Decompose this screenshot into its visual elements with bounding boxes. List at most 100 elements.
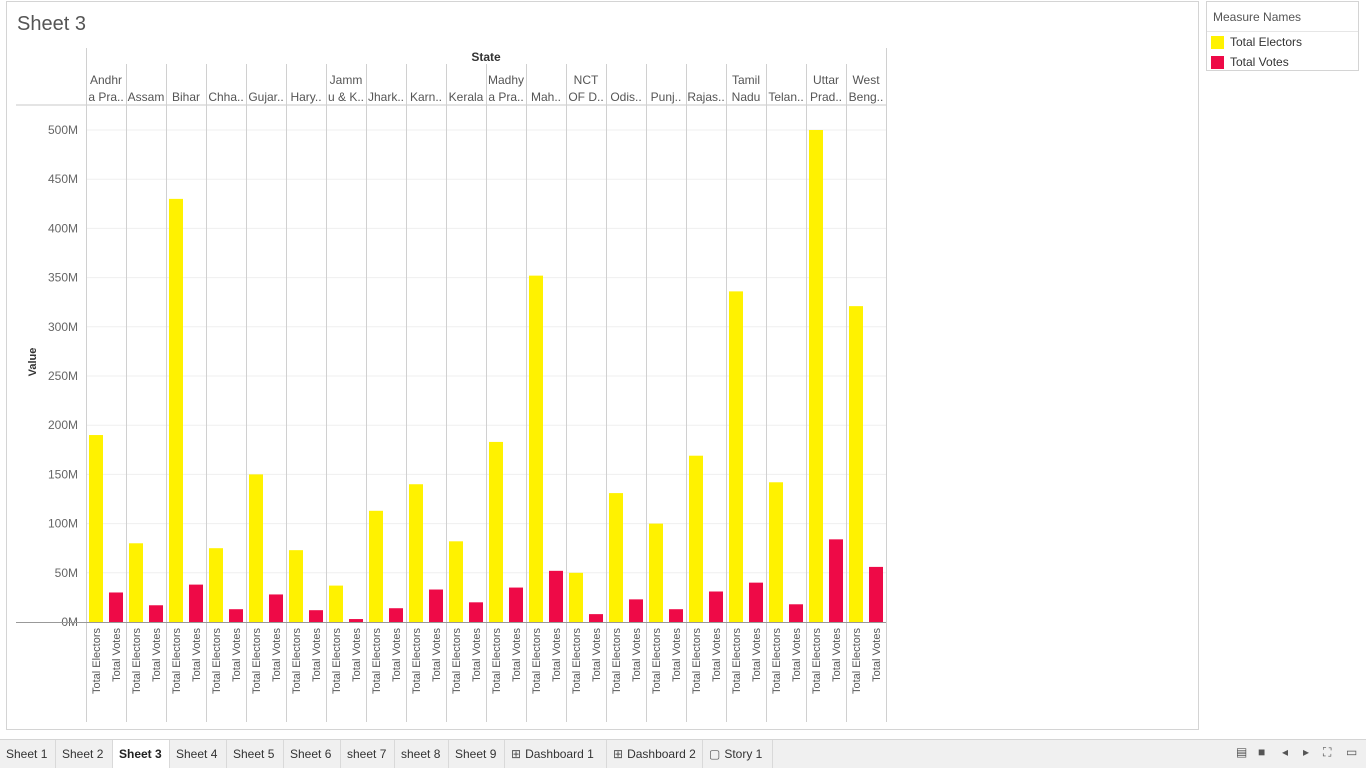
bar-total-votes <box>869 566 883 622</box>
x-bar-label: Total Electors <box>651 628 663 695</box>
legend-label-total-electors: Total Electors <box>1230 35 1303 49</box>
x-bar-label: Total Electors <box>691 628 703 695</box>
tab-sheet-9[interactable]: Sheet 9 <box>449 740 505 768</box>
bar-total-electors <box>729 291 743 622</box>
sheet-frame <box>6 1 1199 730</box>
tab-label: Story 1 <box>724 747 763 761</box>
y-tick-label: 450M <box>48 172 78 186</box>
presentation-mode-icon[interactable]: ▭ <box>1346 745 1358 759</box>
bar-total-electors <box>529 275 543 622</box>
tab-sheet-8[interactable]: sheet 8 <box>395 740 449 768</box>
x-bar-label: Total Votes <box>671 628 683 682</box>
tab-label: Dashboard 1 <box>525 747 594 761</box>
legend-swatch-total-votes <box>1211 55 1224 69</box>
bar-total-electors <box>289 550 303 622</box>
bar-total-electors <box>209 548 223 622</box>
bar-total-electors <box>89 435 103 622</box>
x-bar-label: Total Electors <box>611 628 623 695</box>
sheet-title: Sheet 3 <box>17 13 86 35</box>
bar-total-electors <box>249 474 263 622</box>
state-header-label: Bihar <box>172 90 200 104</box>
state-header-label: Karn.. <box>410 90 442 104</box>
show-filmstrip-icon[interactable]: ■ <box>1258 745 1266 759</box>
state-header-label: Tamil <box>732 73 760 87</box>
legend-label-total-votes: Total Votes <box>1230 55 1289 69</box>
tab-sheet-4[interactable]: Sheet 4 <box>170 740 227 768</box>
bar-total-votes <box>109 592 123 622</box>
bar-total-votes <box>669 609 683 622</box>
bar-total-votes <box>189 584 203 622</box>
bar-total-votes <box>349 619 363 622</box>
bar-total-votes <box>549 570 563 622</box>
x-bar-label: Total Votes <box>151 628 163 682</box>
tab-label: Dashboard 2 <box>627 747 696 761</box>
tab-label: Sheet 3 <box>119 747 162 761</box>
x-bar-label: Total Votes <box>351 628 363 682</box>
state-header-label: Punj.. <box>651 90 682 104</box>
x-bar-label: Total Electors <box>491 628 503 695</box>
tab-dashboard-2[interactable]: ⊞ Dashboard 2 <box>607 740 703 768</box>
tab-label: Sheet 4 <box>176 747 218 761</box>
tab-sheet-6[interactable]: Sheet 6 <box>284 740 341 768</box>
state-header-label: Kerala <box>449 90 484 104</box>
legend-divider <box>1207 31 1358 32</box>
tab-sheet-1[interactable]: Sheet 1 <box>0 740 56 768</box>
bar-total-electors <box>169 198 183 622</box>
tab-story-1[interactable]: ▢ Story 1 <box>703 740 773 768</box>
state-header-label: OF D.. <box>568 90 603 104</box>
legend-item-total-votes[interactable]: Total Votes <box>1211 54 1289 70</box>
state-header-label: Odis.. <box>610 90 641 104</box>
x-bar-label: Total Electors <box>371 628 383 695</box>
x-bar-label: Total Electors <box>291 628 303 695</box>
legend: Measure Names Total Electors Total Votes <box>1206 1 1359 71</box>
tab-label: Sheet 9 <box>455 747 497 761</box>
state-header-label: u & K.. <box>328 90 364 104</box>
bar-chart: State0M50M100M150M200M250M300M350M400M45… <box>16 48 887 722</box>
show-sheet-sorter-icon[interactable]: ▤ <box>1236 745 1248 759</box>
bar-total-votes <box>589 614 603 622</box>
bar-total-electors <box>849 306 863 622</box>
state-header-label: Assam <box>128 90 165 104</box>
bar-total-votes <box>389 608 403 622</box>
bar-total-votes <box>309 610 323 622</box>
bar-total-electors <box>329 585 343 622</box>
previous-sheet-icon[interactable]: ◂ <box>1282 745 1289 759</box>
y-tick-label: 350M <box>48 271 78 285</box>
tab-sheet-7[interactable]: sheet 7 <box>341 740 395 768</box>
bar-total-electors <box>649 523 663 622</box>
tab-dashboard-1[interactable]: ⊞ Dashboard 1 <box>505 740 607 768</box>
tab-sheet-3[interactable]: Sheet 3 <box>113 740 170 768</box>
tab-sheet-5[interactable]: Sheet 5 <box>227 740 284 768</box>
x-bar-label: Total Electors <box>411 628 423 695</box>
state-header-label: Andhr <box>90 73 122 87</box>
bar-total-votes <box>469 602 483 622</box>
x-bar-label: Total Electors <box>171 628 183 695</box>
bar-total-electors <box>689 455 703 622</box>
state-header-label: West <box>852 73 880 87</box>
bar-total-electors <box>369 510 383 622</box>
dashboard-icon: ⊞ <box>613 747 624 761</box>
state-header-label: Prad.. <box>810 90 842 104</box>
tab-label: Sheet 6 <box>290 747 332 761</box>
fit-to-window-icon[interactable]: ⛶ <box>1323 745 1332 759</box>
x-bar-label: Total Votes <box>831 628 843 682</box>
next-sheet-icon[interactable]: ▸ <box>1303 745 1310 759</box>
x-bar-label: Total Electors <box>131 628 143 695</box>
tab-label: sheet 8 <box>401 747 441 761</box>
x-bar-label: Total Votes <box>111 628 123 682</box>
bar-total-votes <box>509 587 523 622</box>
state-header-label: Jamm <box>330 73 363 87</box>
bar-total-votes <box>429 589 443 622</box>
dashboard-icon: ⊞ <box>511 747 522 761</box>
bar-total-electors <box>409 484 423 622</box>
legend-item-total-electors[interactable]: Total Electors <box>1211 34 1302 50</box>
x-bar-label: Total Votes <box>751 628 763 682</box>
x-bar-label: Total Electors <box>531 628 543 695</box>
tab-sheet-2[interactable]: Sheet 2 <box>56 740 113 768</box>
y-axis-label: Value <box>27 348 39 377</box>
story-icon: ▢ <box>709 747 721 761</box>
bar-total-votes <box>709 591 723 622</box>
x-bar-label: Total Electors <box>91 628 103 695</box>
tab-label: Sheet 2 <box>62 747 104 761</box>
x-bar-label: Total Votes <box>271 628 283 682</box>
